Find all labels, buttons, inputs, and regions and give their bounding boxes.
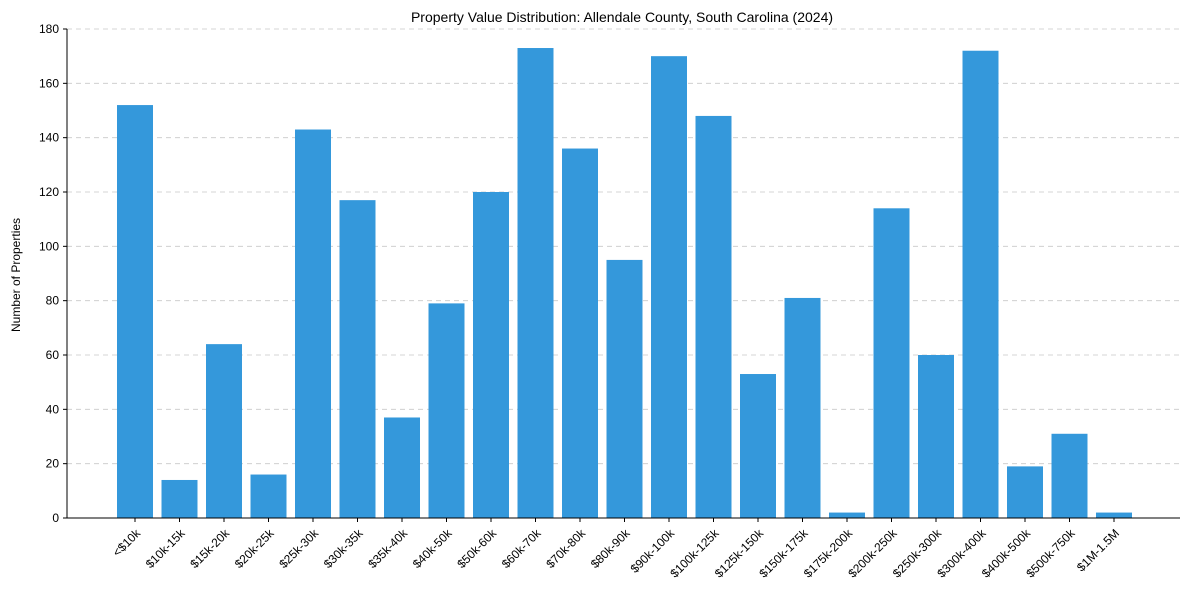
bar [206,344,242,518]
bar [473,192,509,518]
y-tick-label: 140 [39,131,59,145]
bars [117,48,1132,519]
bar [829,512,865,518]
x-tick-label: $60k-70k [499,526,545,572]
x-tick-label: $15k-20k [187,526,233,572]
x-tick-label: $20k-25k [232,526,278,572]
chart-title: Property Value Distribution: Allendale C… [411,9,833,25]
y-tick-label: 180 [39,22,59,36]
bar [517,48,554,519]
x-tick-label: $1M-1.5M [1074,526,1122,574]
x-tick-label: $80k-90k [588,526,634,572]
axes [66,29,1180,519]
bar [250,474,287,518]
y-tick-label: 0 [52,511,59,525]
x-tick-label: $35k-40k [365,526,411,572]
bar [1096,512,1132,518]
x-tick-label: $40k-50k [410,526,456,572]
bar [606,259,643,518]
y-tick-label: 120 [39,185,59,199]
x-axis-ticks: <$10k $10k-15k $15k-20k $20k-25k $25k-30k $30… [110,518,1122,580]
bar [784,297,821,518]
x-tick-label: $500k-750k [1023,526,1078,581]
bar [873,208,910,519]
bar [384,417,420,518]
y-tick-label: 60 [46,348,60,362]
bar [740,374,776,518]
bar [695,115,732,518]
x-tick-label: $30k-35k [321,526,367,572]
x-tick-label: $25k-30k [276,526,322,572]
y-tick-label: 100 [39,239,59,253]
bar [1051,433,1088,518]
bar [161,479,198,518]
bar [651,56,687,519]
x-tick-label: $70k-80k [543,526,589,572]
bar [918,355,954,518]
y-tick-label: 40 [46,402,60,416]
bar [962,50,999,518]
bar [339,200,376,518]
y-tick-label: 160 [39,76,59,90]
y-tick-label: 80 [46,294,60,308]
bar [428,303,465,518]
bar [295,129,331,518]
y-axis-label: Number of Properties [9,218,23,332]
x-tick-label: $10k-15k [143,526,189,572]
bar [562,148,598,519]
y-tick-label: 20 [46,457,60,471]
bar [1007,466,1043,518]
x-tick-label: $50k-60k [454,526,500,572]
y-axis-ticks: 0 20 40 60 80 100 120 140 160 180 [39,22,67,525]
bar [117,105,153,519]
x-tick-label: <$10k [110,526,144,560]
